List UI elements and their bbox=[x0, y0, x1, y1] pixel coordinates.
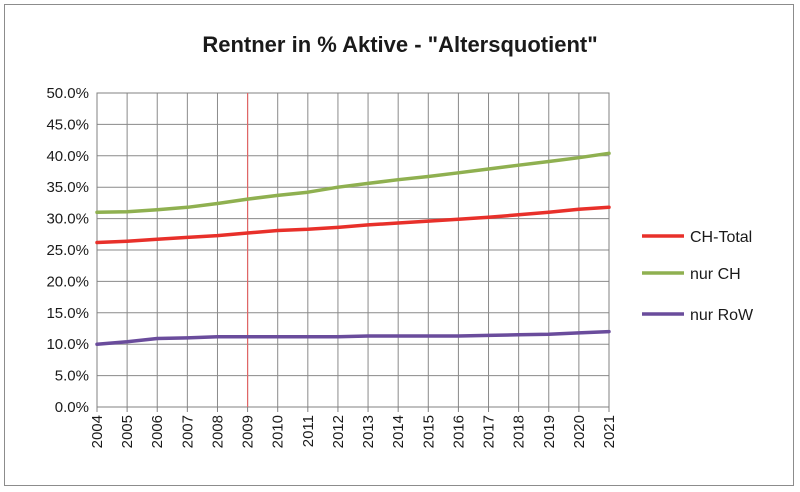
x-tick-label: 2007 bbox=[179, 415, 196, 448]
y-tick-label: 15.0% bbox=[46, 305, 89, 322]
x-tick-label: 2014 bbox=[390, 415, 407, 448]
chart-frame bbox=[4, 4, 794, 486]
y-tick-label: 25.0% bbox=[46, 242, 89, 259]
plot-area-border bbox=[96, 92, 610, 408]
x-tick-label: 2005 bbox=[119, 415, 136, 448]
x-tick-label: 2020 bbox=[571, 415, 588, 448]
y-tick-label: 40.0% bbox=[46, 148, 89, 165]
x-tick-label: 2013 bbox=[360, 415, 377, 448]
x-tick-label: 2011 bbox=[300, 415, 317, 447]
y-tick-label: 10.0% bbox=[46, 336, 89, 353]
legend: CH-Total nur CH nur RoW bbox=[642, 229, 754, 324]
y-tick-label: 20.0% bbox=[46, 273, 89, 290]
y-tick-label: 0.0% bbox=[55, 399, 89, 416]
y-axis-tick-labels: 0.0% 5.0% 10.0% 15.0% 20.0% 25.0% 30.0% 35.0% 40… bbox=[46, 85, 89, 416]
series-line-nur-row bbox=[95, 329, 611, 346]
legend-label: nur CH bbox=[690, 266, 741, 283]
y-tick-label: 45.0% bbox=[46, 116, 89, 133]
gridlines bbox=[96, 92, 610, 412]
x-tick-label: 2018 bbox=[511, 415, 528, 448]
x-tick-label: 2006 bbox=[149, 415, 166, 448]
x-tick-label: 2009 bbox=[240, 415, 257, 448]
series-lines bbox=[95, 151, 611, 346]
y-tick-label: 30.0% bbox=[46, 211, 89, 228]
x-tick-label: 2021 bbox=[601, 415, 618, 448]
chart-title: Rentner in % Aktive - "Altersquotient" bbox=[202, 32, 598, 57]
y-tick-label: 35.0% bbox=[46, 179, 89, 196]
y-tick-label: 50.0% bbox=[46, 85, 89, 102]
x-tick-label: 2010 bbox=[270, 415, 287, 448]
x-tick-label: 2015 bbox=[420, 415, 437, 448]
y-tick-label: 5.0% bbox=[55, 368, 89, 385]
series-line-ch-total bbox=[95, 205, 611, 245]
x-tick-label: 2019 bbox=[541, 415, 558, 448]
legend-label: CH-Total bbox=[690, 229, 752, 246]
x-tick-label: 2017 bbox=[481, 415, 498, 448]
x-tick-label: 2004 bbox=[89, 415, 106, 448]
series-line-nur-ch bbox=[95, 151, 611, 215]
x-tick-label: 2008 bbox=[209, 415, 226, 448]
x-tick-label: 2016 bbox=[450, 415, 467, 448]
x-tick-label: 2012 bbox=[330, 415, 347, 448]
x-axis-tick-labels: 2004 2005 2006 2007 2008 2009 2010 2011 2012 2013… bbox=[89, 415, 618, 448]
legend-label: nur RoW bbox=[690, 307, 754, 324]
